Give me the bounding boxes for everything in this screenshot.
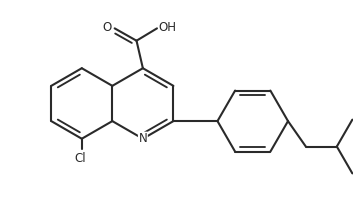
Text: OH: OH [159,21,177,34]
Text: N: N [138,132,147,145]
Text: O: O [103,21,112,34]
Text: Cl: Cl [74,152,86,165]
